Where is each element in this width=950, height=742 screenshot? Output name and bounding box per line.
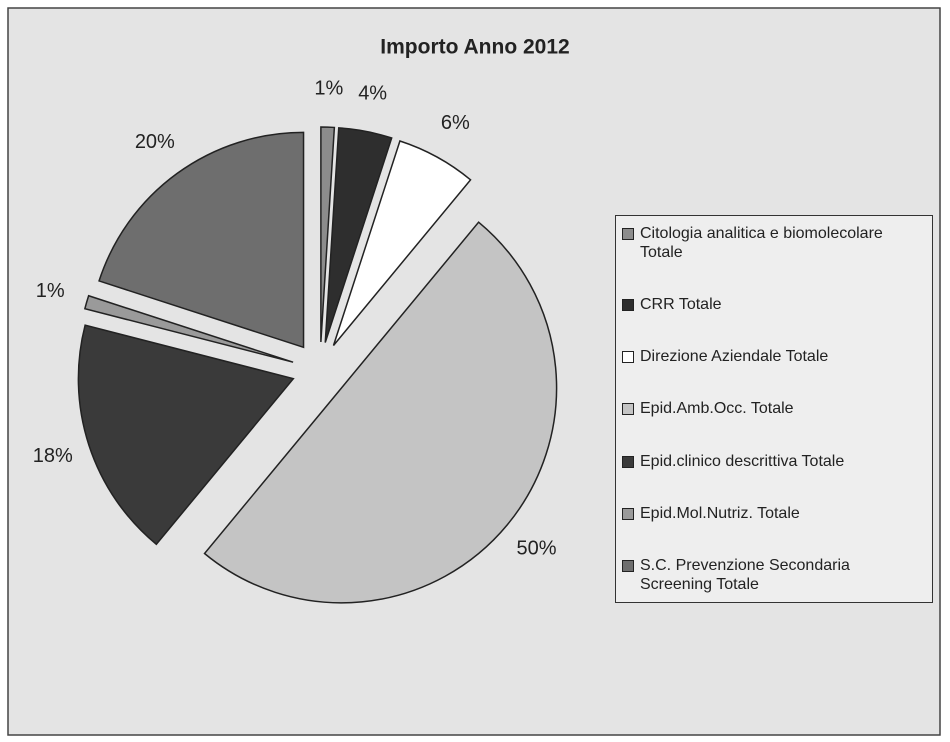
legend: Citologia analitica e biomolecolare Tota… — [615, 215, 933, 603]
legend-item: S.C. Prevenzione Secondaria Screening To… — [622, 556, 926, 594]
legend-swatch — [622, 228, 634, 240]
legend-swatch — [622, 299, 634, 312]
legend-swatch — [622, 403, 634, 416]
legend-swatch — [622, 351, 634, 364]
legend-label: Epid.Mol.Nutriz. Totale — [640, 504, 800, 522]
legend-item: CRR Totale — [622, 295, 926, 314]
legend-item: Epid.clinico descrittiva Totale — [622, 452, 926, 471]
pie-slice — [332, 140, 472, 346]
legend-swatch — [622, 507, 634, 520]
legend-label: S.C. Prevenzione Secondaria Screening To… — [640, 556, 850, 593]
data-label: 1% — [314, 77, 343, 99]
legend-label: Epid.clinico descrittiva Totale — [640, 452, 845, 470]
pie-slice — [98, 131, 305, 349]
legend-label: Direzione Aziendale Totale — [640, 348, 829, 366]
legend-item: Epid.Mol.Nutriz. Totale — [622, 504, 926, 523]
pie-slice — [77, 324, 295, 546]
data-label: 18% — [33, 445, 73, 467]
data-label: 20% — [135, 131, 175, 153]
legend-item: Epid.Amb.Occ. Totale — [622, 399, 926, 418]
legend-swatch — [622, 455, 634, 468]
pie-slice — [203, 221, 558, 604]
data-label: 4% — [358, 82, 387, 104]
data-label: 6% — [441, 112, 470, 134]
chart-title: Importo Anno 2012 — [380, 36, 569, 59]
legend-item: Citologia analitica e biomolecolare Tota… — [622, 224, 926, 262]
legend-label: Epid.Amb.Occ. Totale — [640, 400, 794, 418]
pie-slice — [83, 294, 294, 363]
legend-label: Citologia analitica e biomolecolare Tota… — [640, 225, 883, 261]
data-label: 50% — [516, 537, 556, 559]
pie-slice — [324, 127, 393, 343]
pie-slice — [320, 126, 336, 343]
legend-label: CRR Totale — [640, 296, 722, 314]
data-label: 1% — [36, 280, 65, 302]
legend-item: Direzione Aziendale Totale — [622, 347, 926, 366]
legend-swatch — [622, 559, 634, 572]
